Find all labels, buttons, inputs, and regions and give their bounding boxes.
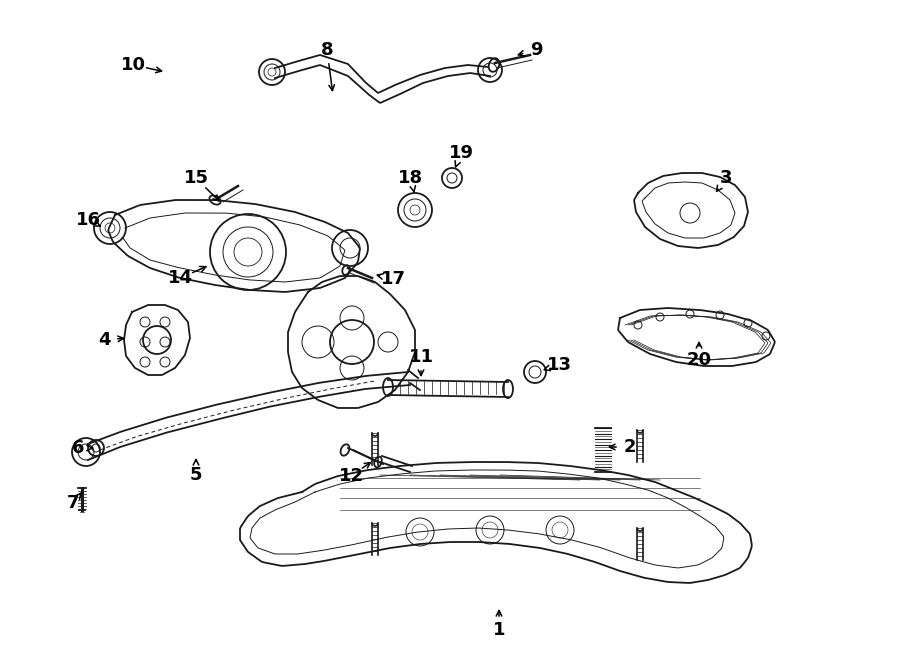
Text: 19: 19 [448, 144, 473, 162]
Text: 12: 12 [338, 467, 364, 485]
Text: 2: 2 [624, 438, 636, 456]
Text: 3: 3 [720, 169, 733, 187]
Text: 10: 10 [121, 56, 146, 74]
Text: 16: 16 [76, 211, 101, 229]
Text: 11: 11 [409, 348, 434, 366]
Text: 4: 4 [98, 331, 110, 349]
Text: 14: 14 [167, 269, 193, 287]
Text: 9: 9 [530, 41, 542, 59]
Text: 17: 17 [381, 270, 406, 288]
Text: 13: 13 [546, 356, 572, 374]
Text: 1: 1 [493, 621, 505, 639]
Text: 6: 6 [72, 439, 85, 457]
Text: 15: 15 [184, 169, 209, 187]
Text: 7: 7 [67, 494, 79, 512]
Text: 18: 18 [399, 169, 424, 187]
Text: 20: 20 [687, 351, 712, 369]
Text: 8: 8 [320, 41, 333, 59]
Text: 5: 5 [190, 466, 203, 484]
